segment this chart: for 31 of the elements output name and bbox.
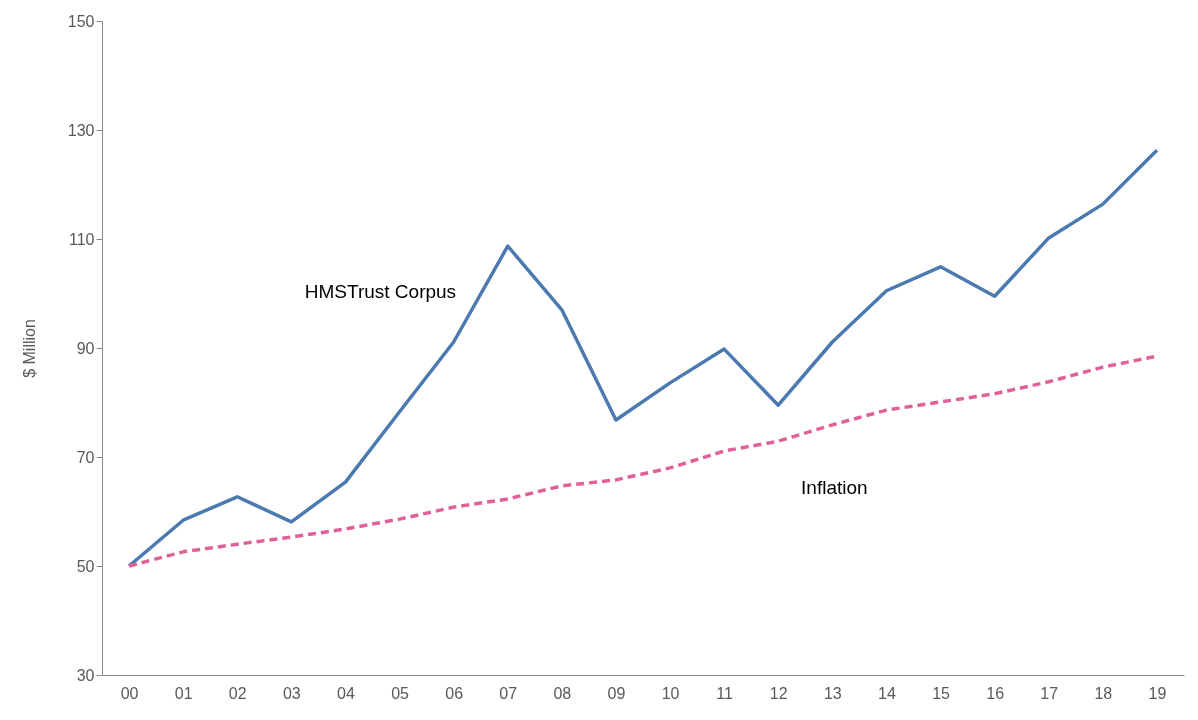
x-tick-label: 00 [120, 684, 139, 702]
x-tick-label: 16 [986, 684, 1005, 702]
x-tick-label: 11 [716, 684, 734, 702]
line-series [127, 148, 1159, 568]
y-tick-label: 150 [67, 12, 95, 30]
x-tick-label: 19 [1148, 684, 1167, 702]
x-tick-label: 14 [878, 684, 896, 702]
text: Inflation [801, 476, 868, 498]
x-tick-label: 08 [553, 684, 572, 702]
x-tick-label: 09 [607, 684, 626, 702]
x-tick-label: 04 [337, 684, 355, 702]
y-tick-label: 110 [68, 230, 95, 248]
y-tick-label: 70 [76, 448, 95, 466]
x-tick-label: 18 [1094, 684, 1113, 702]
x-tick-label: 07 [499, 684, 518, 702]
y-axis-title: $ Million [20, 319, 38, 378]
y-tick-label: 30 [76, 666, 95, 684]
y-tick-label: 50 [76, 557, 95, 575]
series-label: HMSTrust Corpus [304, 281, 457, 303]
x-tick-label: 10 [661, 684, 680, 702]
x-tick-label: 01 [174, 684, 193, 702]
y-tick-label: 130 [67, 121, 95, 139]
x-tick-label: 15 [932, 684, 951, 702]
x-tick-label: 13 [823, 684, 842, 702]
x-tick-label: 06 [445, 684, 464, 702]
x-tick-label: 05 [391, 684, 410, 702]
y-tick-label: 90 [76, 339, 95, 357]
x-tick-label: 02 [228, 684, 247, 702]
x-tick-label: 12 [769, 684, 788, 702]
x-tick-label: 17 [1040, 684, 1059, 702]
x-tick-label: 03 [282, 684, 301, 702]
